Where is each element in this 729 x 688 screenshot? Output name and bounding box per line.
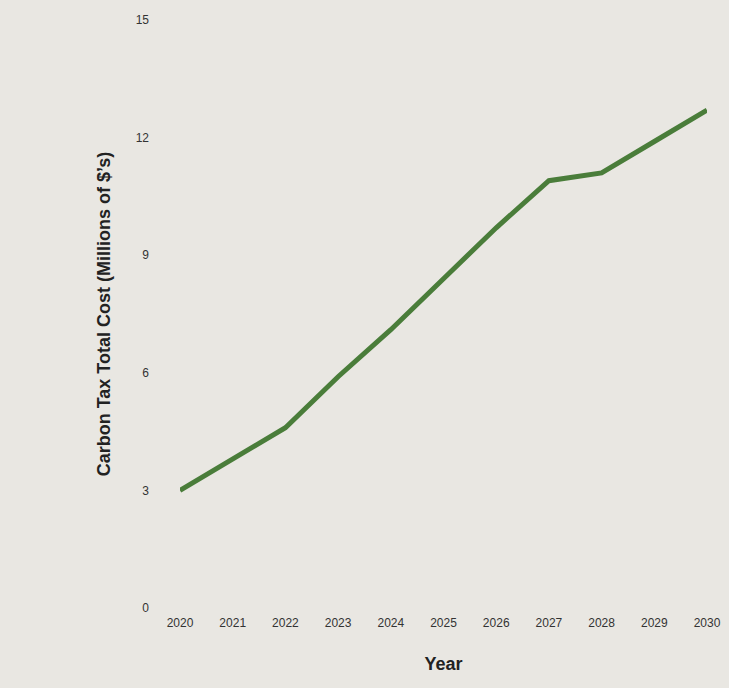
svg-text:6: 6 bbox=[142, 366, 149, 380]
svg-text:2024: 2024 bbox=[377, 616, 404, 630]
svg-text:2021: 2021 bbox=[219, 616, 246, 630]
svg-text:Carbon Tax Total Cost (Million: Carbon Tax Total Cost (Millions of $’s) bbox=[94, 152, 114, 477]
svg-text:2020: 2020 bbox=[167, 616, 194, 630]
svg-text:Year: Year bbox=[424, 654, 462, 674]
svg-text:2025: 2025 bbox=[430, 616, 457, 630]
svg-text:12: 12 bbox=[136, 131, 150, 145]
svg-text:2028: 2028 bbox=[588, 616, 615, 630]
svg-text:9: 9 bbox=[142, 248, 149, 262]
svg-text:15: 15 bbox=[136, 13, 150, 27]
svg-text:0: 0 bbox=[142, 601, 149, 615]
svg-text:2027: 2027 bbox=[536, 616, 563, 630]
svg-text:2030: 2030 bbox=[694, 616, 721, 630]
svg-text:2023: 2023 bbox=[325, 616, 352, 630]
svg-text:2029: 2029 bbox=[641, 616, 668, 630]
svg-text:2026: 2026 bbox=[483, 616, 510, 630]
svg-text:3: 3 bbox=[142, 484, 149, 498]
svg-text:2022: 2022 bbox=[272, 616, 299, 630]
